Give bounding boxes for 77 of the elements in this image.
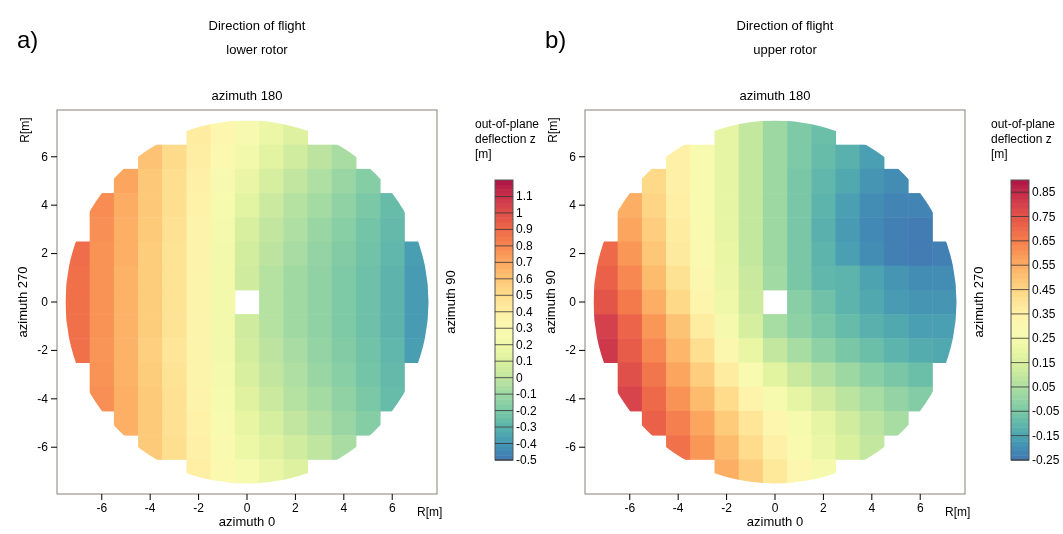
color-bar-label: 0 [516, 370, 523, 385]
chart-subtitle: lower rotor [226, 42, 289, 57]
y-tick-label: -2 [37, 343, 49, 358]
color-bar-label: -0.25 [1032, 453, 1060, 467]
color-bar-label: 0.35 [1032, 306, 1056, 321]
text: azimuth 0 [218, 514, 276, 529]
color-bar-label: 0.65 [1032, 233, 1056, 248]
color-bar-label: 1 [516, 205, 523, 220]
y-tick-label: 6 [569, 149, 577, 164]
color-bar-label: 0.05 [1032, 379, 1056, 394]
y-tick-label: -4 [565, 391, 577, 406]
y-axis-title: R[m] [18, 117, 32, 143]
color-bar-label: -0.05 [1032, 404, 1060, 419]
x-tick-label: 6 [916, 500, 924, 515]
x-tick-label: 4 [340, 500, 348, 515]
y-tick-label: 4 [41, 198, 49, 213]
y-tick-label: 4 [569, 198, 577, 213]
x-tick-label: -4 [144, 500, 156, 515]
y-axis-title: R[m] [546, 117, 560, 143]
text: azimuth 270 [15, 266, 30, 338]
x-tick-label: -2 [721, 500, 733, 515]
text: a) [17, 26, 39, 53]
color-bar-label: 0.45 [1032, 282, 1056, 297]
x-tick-label: 0 [771, 500, 779, 515]
text: azimuth 270 [971, 266, 986, 338]
y-tick-label: 0 [41, 294, 49, 309]
color-bar-label: 0.5 [516, 288, 534, 303]
color-bar-label: -0.3 [516, 420, 537, 435]
x-tick-label: -2 [193, 500, 205, 515]
color-bar-label: 0.4 [516, 304, 534, 319]
text: azimuth 180 [739, 88, 811, 103]
chart-title: Direction of flight [736, 18, 834, 33]
x-axis-title: R[m] [945, 505, 971, 519]
color-bar-label: 0.25 [1032, 331, 1056, 346]
color-bar-label: 0.9 [516, 222, 534, 237]
color-bar-label: -0.1 [516, 387, 537, 402]
y-tick-label: 2 [569, 246, 577, 261]
chart-subtitle: upper rotor [753, 42, 818, 57]
text: azimuth 90 [443, 270, 458, 334]
color-bar-label: 0.1 [516, 354, 534, 369]
color-bar-label: 0.2 [516, 337, 534, 352]
y-tick-label: 0 [569, 294, 577, 309]
color-bar-label: 1.1 [516, 189, 534, 204]
color-bar-label: 0.75 [1032, 209, 1056, 224]
y-tick-label: -4 [37, 391, 49, 406]
x-tick-label: -6 [624, 500, 636, 515]
color-bar-label: 0.6 [516, 271, 534, 286]
y-tick-label: -6 [37, 440, 49, 455]
color-bar-label: -0.2 [516, 403, 537, 418]
y-tick-label: 2 [41, 246, 49, 261]
x-tick-label: 0 [243, 500, 251, 515]
color-bar-label: 0.3 [516, 321, 534, 336]
x-tick-label: 4 [868, 500, 876, 515]
color-bar-label: 0.8 [516, 238, 534, 253]
color-bar-label: -0.4 [516, 436, 537, 451]
x-tick-label: 2 [820, 500, 828, 515]
text: azimuth 180 [211, 88, 283, 103]
x-tick-label: 6 [388, 500, 396, 515]
y-tick-label: -2 [565, 343, 577, 358]
chart-title: Direction of flight [208, 18, 306, 33]
text: b) [545, 26, 567, 53]
x-axis-title: R[m] [417, 505, 443, 519]
color-bar-label: -0.15 [1032, 428, 1060, 443]
color-bar-label: 0.7 [516, 255, 534, 270]
color-bar-label: 0.55 [1032, 258, 1056, 273]
y-tick-label: 6 [41, 149, 49, 164]
text: azimuth 0 [746, 514, 804, 529]
y-tick-label: -6 [565, 440, 577, 455]
text: azimuth 90 [543, 270, 558, 334]
x-tick-label: 2 [292, 500, 300, 515]
color-bar-label: -0.5 [516, 453, 537, 467]
color-bar-label: 0.85 [1032, 185, 1056, 200]
color-bar-title: out-of-plane deflection z [m] [475, 117, 540, 161]
x-tick-label: -6 [96, 500, 108, 515]
color-bar-title: out-of-plane deflection z [m] [991, 117, 1056, 161]
color-bar-label: 0.15 [1032, 355, 1056, 370]
x-tick-label: -4 [672, 500, 684, 515]
